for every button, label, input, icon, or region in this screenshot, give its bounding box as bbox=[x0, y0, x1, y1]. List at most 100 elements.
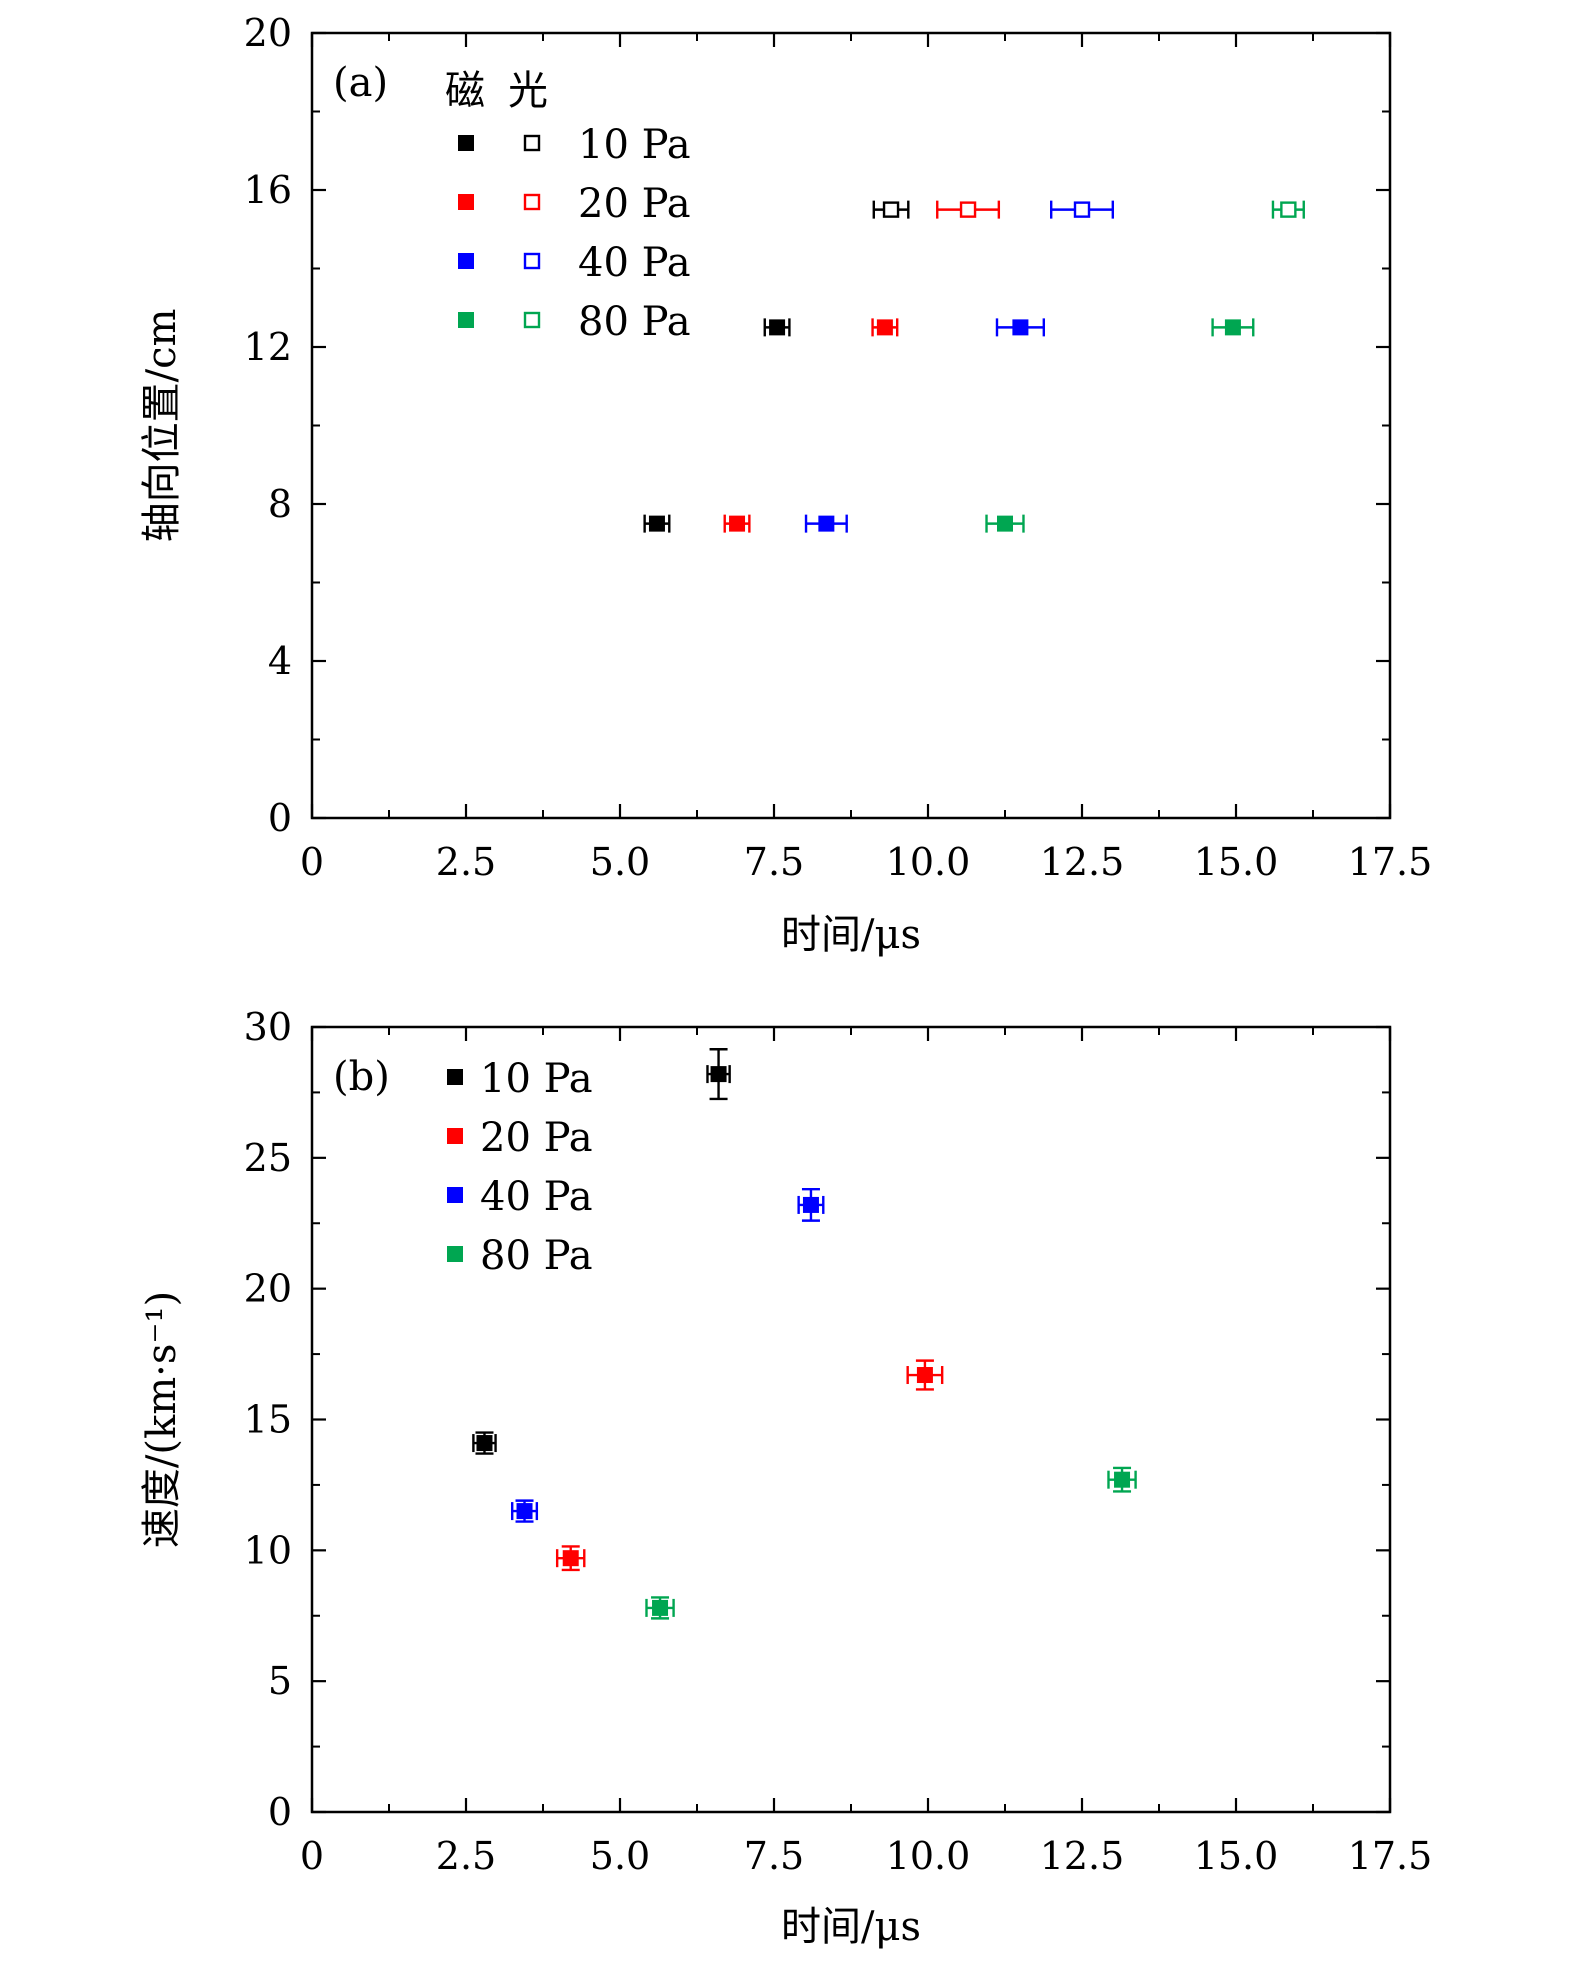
y-tick-label: 5 bbox=[268, 1659, 292, 1703]
y-tick-label: 8 bbox=[268, 482, 292, 526]
legend-label: 40 Pa bbox=[578, 240, 691, 286]
x-tick-label: 0 bbox=[300, 1834, 324, 1878]
marker-filled bbox=[476, 1435, 493, 1452]
data-point-magnetic bbox=[763, 318, 791, 337]
legend-marker bbox=[447, 1246, 463, 1262]
marker-filled bbox=[818, 515, 835, 532]
legend-marker-filled bbox=[458, 253, 474, 269]
x-tick-label: 12.5 bbox=[1040, 840, 1125, 884]
legend-label: 10 Pa bbox=[578, 122, 691, 168]
x-tick-label: 7.5 bbox=[744, 1834, 804, 1878]
legend-marker-open bbox=[523, 193, 541, 211]
marker-open bbox=[882, 201, 900, 218]
legend-header-optical: 光 bbox=[508, 68, 548, 114]
data-point-magnetic bbox=[871, 318, 899, 337]
marker-open bbox=[959, 201, 977, 218]
data-point bbox=[1107, 1466, 1137, 1493]
x-tick-label: 10.0 bbox=[886, 1834, 971, 1878]
x-tick-label: 5.0 bbox=[590, 840, 650, 884]
y-tick-label: 12 bbox=[244, 325, 292, 369]
panel-label: (b) bbox=[333, 1054, 390, 1100]
x-tick-label: 17.5 bbox=[1348, 840, 1433, 884]
legend-label: 20 Pa bbox=[578, 181, 691, 227]
marker-filled bbox=[516, 1503, 533, 1520]
legend-label: 80 Pa bbox=[578, 299, 691, 345]
marker-filled bbox=[648, 515, 665, 532]
data-point-magnetic bbox=[723, 514, 751, 533]
data-point bbox=[706, 1048, 731, 1101]
y-tick-label: 0 bbox=[268, 1790, 292, 1834]
marker-filled bbox=[1114, 1471, 1131, 1488]
legend-marker-filled bbox=[458, 135, 474, 151]
y-tick-label: 4 bbox=[268, 639, 292, 683]
data-point bbox=[797, 1188, 825, 1222]
x-tick-label: 15.0 bbox=[1194, 840, 1279, 884]
x-tick-label: 17.5 bbox=[1348, 1834, 1433, 1878]
x-tick-label: 2.5 bbox=[436, 840, 496, 884]
data-point-magnetic bbox=[995, 318, 1046, 337]
panel-b: 0 2.5 5.0 7.5 10.0 12.5 15.0 17.5 0 5 10 15 20 25 30 时间… bbox=[139, 1005, 1432, 1950]
y-tick-label: 15 bbox=[244, 1398, 292, 1442]
marker-filled bbox=[1012, 319, 1029, 336]
data-point-magnetic bbox=[1211, 318, 1255, 337]
data-point bbox=[472, 1431, 497, 1455]
data-point-magnetic bbox=[985, 514, 1025, 533]
y-axis-title: 轴向位置/cm bbox=[139, 309, 185, 543]
data-point-optical bbox=[936, 200, 1001, 219]
legend-marker-filled bbox=[458, 312, 474, 328]
marker-filled bbox=[802, 1196, 819, 1213]
legend-header-magnetic: 磁 bbox=[445, 68, 485, 114]
data-point bbox=[645, 1596, 675, 1620]
marker-filled bbox=[997, 515, 1013, 532]
marker-filled bbox=[710, 1066, 727, 1083]
plot-frame bbox=[310, 1025, 1392, 1814]
data-point-optical bbox=[1049, 200, 1115, 219]
x-axis-title: 时间/μs bbox=[781, 912, 921, 958]
data-point-optical bbox=[1271, 200, 1305, 219]
y-tick-label: 25 bbox=[244, 1136, 292, 1180]
x-tick-label: 7.5 bbox=[744, 840, 804, 884]
marker-filled bbox=[916, 1367, 933, 1384]
marker-open bbox=[1280, 201, 1297, 218]
legend-marker bbox=[447, 1128, 463, 1144]
y-tick-label: 20 bbox=[244, 11, 292, 55]
x-tick-label: 2.5 bbox=[436, 1834, 496, 1878]
data-point bbox=[906, 1359, 944, 1391]
x-tick-label: 10.0 bbox=[886, 840, 971, 884]
x-tick-label: 12.5 bbox=[1040, 1834, 1125, 1878]
data-point-magnetic bbox=[804, 514, 848, 533]
data-point bbox=[511, 1499, 539, 1523]
legend: 磁光 10 Pa 20 Pa 40 Pa 80 Pa bbox=[445, 68, 691, 345]
y-tick-label: 16 bbox=[244, 168, 292, 212]
y-axis-title: 速度/(km·s⁻¹) bbox=[139, 1291, 185, 1548]
y-tick-label: 0 bbox=[268, 796, 292, 840]
marker-filled bbox=[1224, 319, 1241, 336]
data-point-optical bbox=[872, 200, 910, 219]
legend-marker-open bbox=[523, 252, 541, 270]
x-tick-label: 0 bbox=[300, 840, 324, 884]
y-tick-label: 20 bbox=[244, 1267, 292, 1311]
legend: 10 Pa 20 Pa 40 Pa 80 Pa bbox=[447, 1056, 593, 1279]
legend-label: 10 Pa bbox=[480, 1056, 593, 1102]
legend-marker-open bbox=[523, 311, 541, 329]
marker-filled bbox=[729, 515, 746, 532]
legend-marker-open bbox=[523, 134, 541, 152]
x-tick-label: 15.0 bbox=[1194, 1834, 1279, 1878]
data-point-magnetic bbox=[643, 514, 671, 533]
y-tick-label: 30 bbox=[244, 1005, 292, 1049]
x-tick-label: 5.0 bbox=[590, 1834, 650, 1878]
panel-a: 0 2.5 5.0 7.5 10.0 12.5 15.0 17.5 0 4 8 12 16 20 时间/μs… bbox=[139, 11, 1432, 958]
marker-filled bbox=[769, 319, 786, 336]
legend-label: 40 Pa bbox=[480, 1174, 593, 1220]
legend-label: 80 Pa bbox=[480, 1233, 593, 1279]
legend-marker bbox=[447, 1187, 463, 1203]
panel-label: (a) bbox=[333, 60, 388, 106]
legend-marker-filled bbox=[458, 194, 474, 210]
marker-filled bbox=[876, 319, 893, 336]
marker-filled bbox=[652, 1599, 669, 1616]
legend-label: 20 Pa bbox=[480, 1115, 593, 1161]
marker-filled bbox=[562, 1550, 579, 1567]
data-point bbox=[555, 1545, 586, 1572]
